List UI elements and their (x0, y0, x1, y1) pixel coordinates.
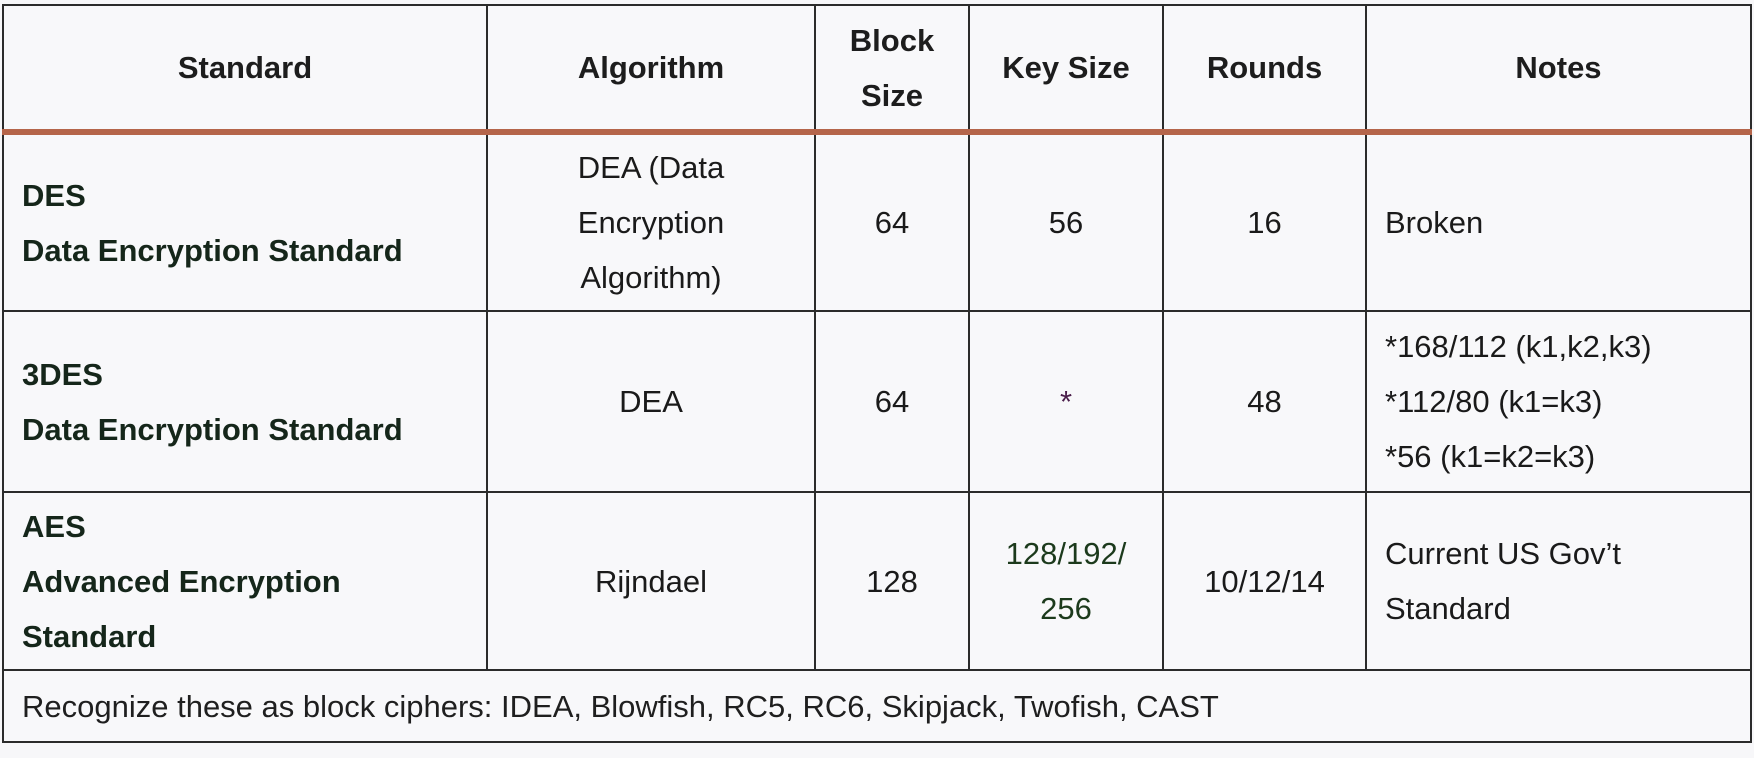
cell-algorithm: DEA (486, 310, 816, 493)
header-block-size-line1: Block (849, 22, 935, 58)
standard-full-name-cont: Standard (22, 618, 157, 654)
cell-notes: Broken (1365, 131, 1752, 312)
header-algorithm: Algorithm (486, 4, 816, 135)
block-cipher-table: Standard Algorithm Block Size Key Size R… (2, 4, 1752, 743)
cell-rounds: 16 (1162, 131, 1367, 312)
standard-abbrev: AES (22, 508, 86, 544)
standard-abbrev: 3DES (22, 356, 103, 392)
notes-line: Current US Gov’t (1385, 536, 1622, 571)
standard-full-name: Data Encryption Standard (22, 232, 403, 268)
algorithm-line: DEA (Data (577, 150, 725, 185)
cell-standard: DES Data Encryption Standard (2, 131, 488, 312)
header-notes: Notes (1365, 4, 1752, 135)
table-row: AES Advanced Encryption Standard Rijndae… (2, 491, 1752, 671)
header-block-size: Block Size (814, 4, 970, 135)
header-rounds: Rounds (1162, 4, 1367, 135)
header-standard: Standard (2, 4, 488, 135)
cell-notes: *168/112 (k1,k2,k3) *112/80 (k1=k3) *56 … (1365, 310, 1752, 493)
algorithm-line: Algorithm) (580, 260, 722, 295)
cell-block-size: 128 (814, 491, 970, 671)
key-size-line: 256 (1040, 591, 1092, 626)
cell-notes: Current US Gov’t Standard (1365, 491, 1752, 671)
cell-block-size: 64 (814, 131, 970, 312)
notes-line: *112/80 (k1=k3) (1385, 384, 1603, 419)
cell-algorithm: Rijndael (486, 491, 816, 671)
standard-abbrev: DES (22, 177, 86, 213)
header-key-size: Key Size (968, 4, 1164, 135)
footer-row: Recognize these as block ciphers: IDEA, … (2, 669, 1752, 743)
cell-rounds: 48 (1162, 310, 1367, 493)
standard-full-name: Advanced Encryption (22, 563, 341, 599)
cell-algorithm: DEA (Data Encryption Algorithm) (486, 131, 816, 312)
notes-line: *56 (k1=k2=k3) (1385, 439, 1596, 474)
cell-standard: 3DES Data Encryption Standard (2, 310, 488, 493)
table-row: 3DES Data Encryption Standard DEA 64 * 4… (2, 310, 1752, 493)
header-row: Standard Algorithm Block Size Key Size R… (2, 4, 1752, 135)
standard-full-name: Data Encryption Standard (22, 411, 403, 447)
key-size-line: 128/192/ (1005, 536, 1127, 571)
cell-rounds: 10/12/14 (1162, 491, 1367, 671)
cell-key-size: * (968, 310, 1164, 493)
cell-standard: AES Advanced Encryption Standard (2, 491, 488, 671)
table-row: DES Data Encryption Standard DEA (Data E… (2, 131, 1752, 312)
cell-key-size: 128/192/ 256 (968, 491, 1164, 671)
notes-line: Standard (1385, 591, 1511, 626)
cell-block-size: 64 (814, 310, 970, 493)
cell-key-size: 56 (968, 131, 1164, 312)
algorithm-line: Encryption (577, 205, 725, 240)
footer-note: Recognize these as block ciphers: IDEA, … (2, 669, 1752, 743)
notes-line: *168/112 (k1,k2,k3) (1385, 329, 1652, 364)
header-block-size-line2: Size (860, 77, 924, 113)
